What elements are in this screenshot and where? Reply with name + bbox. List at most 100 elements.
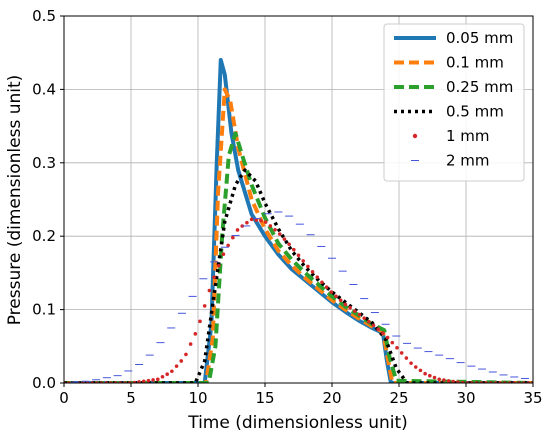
data-point <box>338 298 343 303</box>
data-point <box>226 243 230 248</box>
legend-label: 0.1 mm <box>446 54 504 72</box>
legend-item-0p25-mm: 0.25 mm <box>394 78 513 96</box>
x-tick-label: 15 <box>255 389 274 407</box>
data-point <box>245 220 249 225</box>
data-point <box>460 380 465 383</box>
data-point <box>193 332 198 336</box>
data-point <box>202 304 207 308</box>
data-point <box>390 340 395 345</box>
data-point <box>207 288 212 293</box>
data-point <box>216 263 221 268</box>
data-point <box>254 218 259 222</box>
data-point <box>174 364 179 368</box>
data-point <box>456 380 460 383</box>
data-point <box>343 302 348 307</box>
data-point <box>437 377 442 382</box>
axes: 0 5 10 15 20 25 30 35 0.0 0.1 0.2 0.3 0.4 0.5 <box>32 7 542 407</box>
data-point <box>310 270 315 274</box>
data-point <box>306 264 310 269</box>
data-point <box>362 316 366 320</box>
data-point <box>165 372 169 376</box>
legend-label: 0.05 mm <box>446 29 513 47</box>
data-point <box>198 319 202 324</box>
data-point <box>146 378 151 383</box>
series-2-mm <box>64 211 529 383</box>
y-tick-label: 0.3 <box>32 154 56 172</box>
y-tick-label: 0.4 <box>32 80 56 98</box>
legend-item-2-mm: 2 mm <box>411 152 490 170</box>
data-point <box>212 275 216 280</box>
legend-item-0p1-mm: 0.1 mm <box>394 54 504 72</box>
series-line <box>64 131 533 383</box>
y-tick-label: 0.0 <box>32 374 56 392</box>
data-point <box>352 309 357 313</box>
data-point <box>156 377 160 382</box>
data-point <box>451 379 456 383</box>
data-point <box>418 368 423 373</box>
data-point <box>442 378 446 382</box>
data-point <box>446 379 451 383</box>
y-tick-label: 0.1 <box>32 301 56 319</box>
legend-label: 0.5 mm <box>446 103 504 121</box>
data-point <box>141 379 146 383</box>
data-point <box>221 252 226 256</box>
x-tick-label: 35 <box>523 389 542 407</box>
data-point <box>259 219 263 223</box>
data-point <box>348 306 352 310</box>
data-point <box>137 380 141 383</box>
data-point <box>287 242 291 247</box>
x-tick-label: 5 <box>126 389 136 407</box>
data-point <box>268 224 273 228</box>
data-point <box>170 369 174 374</box>
data-point <box>381 331 385 335</box>
data-point <box>324 285 329 289</box>
data-point <box>301 259 305 263</box>
plot-frame <box>63 15 534 384</box>
x-tick-label: 25 <box>389 389 408 407</box>
data-point <box>423 371 427 376</box>
data-point <box>132 380 137 383</box>
legend-marker <box>412 133 418 139</box>
data-point <box>371 323 376 328</box>
data-point <box>404 356 409 360</box>
x-tick-label: 0 <box>59 389 69 407</box>
data-point <box>357 312 362 317</box>
y-axis-label: Pressure (dimensionless unit) <box>5 75 25 326</box>
legend-label: 2 mm <box>446 152 490 170</box>
data-point <box>413 365 418 369</box>
data-point <box>432 375 437 380</box>
data-point <box>315 275 320 280</box>
data-point <box>329 290 334 294</box>
data-point <box>263 220 268 224</box>
series-0p5-mm <box>64 168 533 383</box>
data-point <box>184 352 188 357</box>
series-line <box>64 168 533 383</box>
data-point <box>235 228 240 232</box>
series-0p25-mm <box>64 131 533 383</box>
data-point <box>151 378 155 382</box>
data-point <box>273 227 277 232</box>
data-point <box>179 359 184 363</box>
data-point <box>395 345 399 350</box>
data-point <box>376 327 381 332</box>
legend: 0.05 mm 0.1 mm 0.25 mm 0.5 mm 1 mm 2 mm <box>383 23 525 182</box>
data-point <box>399 351 404 355</box>
legend-label: 1 mm <box>446 127 490 145</box>
data-point <box>409 361 413 365</box>
legend-item-0p5-mm: 0.5 mm <box>394 103 504 121</box>
y-tick-label: 0.5 <box>32 7 56 25</box>
y-tick-label: 0.2 <box>32 227 56 245</box>
x-tick-label: 20 <box>322 389 341 407</box>
data-point <box>320 280 324 285</box>
legend-item-0p05-mm: 0.05 mm <box>394 29 513 47</box>
data-point <box>334 294 338 299</box>
data-point <box>277 232 282 236</box>
data-point <box>231 235 235 240</box>
x-tick-label: 10 <box>188 389 207 407</box>
data-point <box>428 373 432 378</box>
legend-item-1-mm: 1 mm <box>412 127 490 145</box>
data-point <box>385 335 390 340</box>
data-point <box>160 374 165 379</box>
